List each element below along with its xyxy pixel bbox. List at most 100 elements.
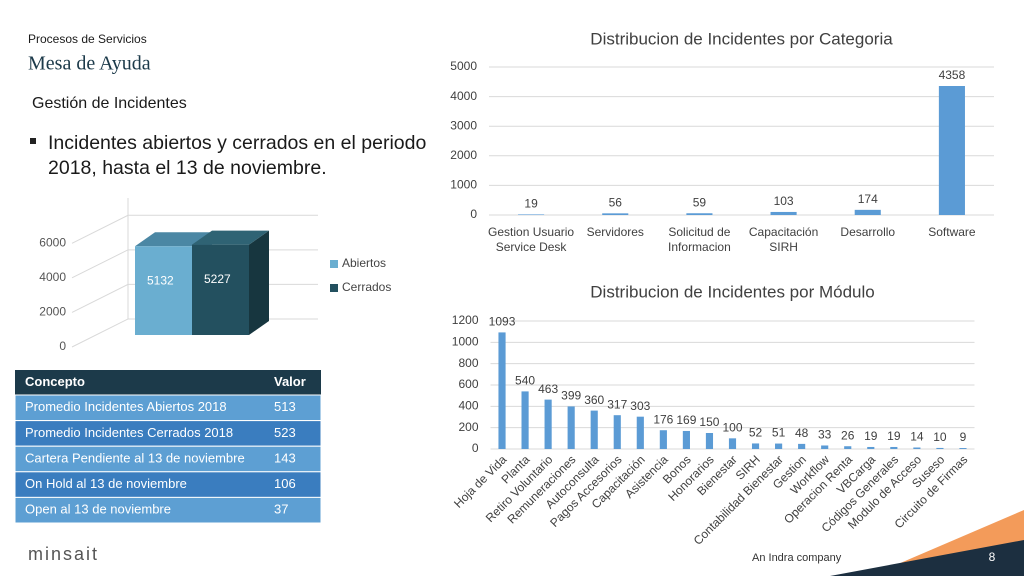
value-label: 169 — [676, 413, 696, 427]
value-label: 19 — [887, 429, 901, 443]
bar — [913, 447, 921, 449]
bar — [775, 443, 783, 449]
table-cell: Open al 13 de noviembre — [25, 502, 171, 517]
y-tick-label: 4000 — [39, 270, 66, 284]
value-label: 9 — [960, 430, 967, 444]
table-cell: On Hold al 13 de noviembre — [25, 476, 187, 491]
value-label: 19 — [524, 197, 538, 211]
y-tick-label: 0 — [472, 441, 479, 455]
bar — [959, 448, 967, 449]
value-label: 103 — [774, 194, 794, 208]
table-row — [14, 420, 322, 447]
y-tick-label: 1000 — [450, 178, 477, 192]
title: Mesa de Ayuda — [28, 53, 151, 75]
bar — [521, 391, 529, 449]
bar — [613, 415, 621, 449]
section-title: Gestión de Incidentes — [32, 95, 187, 112]
bar-side — [249, 230, 269, 335]
y-tick-label: 800 — [458, 356, 478, 370]
x-tick-label: Capacitación SIRH — [748, 225, 819, 254]
bar — [686, 213, 713, 215]
bar — [602, 213, 629, 215]
table-row — [14, 394, 322, 422]
column-header: Valor — [274, 374, 306, 389]
value-label: 176 — [653, 412, 673, 426]
bar — [498, 332, 506, 449]
legend-label: Abiertos — [342, 256, 386, 270]
y-tick-label: 2000 — [39, 305, 66, 319]
y-tick-label: 0 — [470, 207, 477, 221]
table-cell: 523 — [274, 425, 296, 440]
value-label: 56 — [609, 196, 623, 210]
y-tick-label: 5000 — [450, 59, 477, 73]
bar — [798, 443, 806, 449]
y-tick-label: 1000 — [452, 335, 479, 349]
x-tick-label: Solicitud de Informacion — [668, 225, 731, 254]
x-tick-label: Desarrollo — [840, 225, 896, 239]
value-label: 540 — [515, 374, 535, 388]
bar — [936, 447, 944, 449]
bar-top — [192, 230, 269, 245]
value-label: 4358 — [939, 68, 966, 82]
table-cell: 143 — [274, 450, 296, 465]
bar — [682, 430, 690, 449]
value-label: 19 — [864, 429, 878, 443]
value-label: 48 — [795, 426, 809, 440]
value-label: 5227 — [204, 272, 231, 286]
bar — [135, 246, 192, 335]
bar — [938, 86, 965, 215]
value-label: 1093 — [489, 315, 516, 329]
bar-top — [135, 232, 212, 247]
bar — [567, 406, 575, 449]
value-label: 399 — [561, 389, 581, 403]
bar — [770, 211, 797, 215]
bar — [751, 443, 760, 449]
bar — [659, 430, 667, 449]
chart-title: Distribucion de Incidentes por Categoria — [590, 29, 893, 48]
value-label: 317 — [607, 397, 627, 411]
y-tick-label: 200 — [458, 420, 478, 434]
logo: minsait — [28, 544, 99, 564]
table-cell: Promedio Incidentes Abiertos 2018 — [25, 399, 227, 414]
table-cell: 37 — [274, 502, 288, 517]
column-header: Concepto — [25, 374, 85, 389]
bar — [518, 214, 545, 215]
x-tick-label: Gestion Usuario Service Desk — [488, 225, 575, 254]
table-cell: Promedio Incidentes Cerrados 2018 — [25, 425, 233, 440]
bullet-marker — [30, 138, 36, 144]
y-tick-label: 6000 — [39, 235, 66, 249]
value-label: 26 — [841, 428, 855, 442]
legend-label: Cerrados — [342, 280, 391, 294]
y-tick-label: 3000 — [450, 118, 477, 132]
bar — [844, 446, 852, 449]
bar — [590, 410, 598, 449]
bar — [867, 446, 875, 449]
subtitle: Procesos de Servicios — [28, 32, 147, 46]
value-label: 174 — [858, 192, 878, 206]
y-tick-label: 0 — [59, 339, 66, 353]
table-cell: Cartera Pendiente al 13 de noviembre — [25, 450, 245, 465]
bar — [705, 433, 714, 449]
table-cell: 513 — [274, 399, 296, 414]
legend-swatch — [330, 284, 338, 292]
y-tick-label: 4000 — [450, 89, 477, 103]
value-label: 360 — [584, 393, 604, 407]
bar — [192, 244, 249, 335]
chart-title: Distribucion de Incidentes por Módulo — [590, 282, 874, 301]
y-tick-label: 1200 — [452, 313, 479, 327]
table-row — [14, 445, 322, 473]
bar — [854, 209, 881, 215]
bar — [890, 446, 898, 449]
value-label: 100 — [722, 421, 742, 435]
value-label: 59 — [693, 195, 707, 209]
bar — [636, 416, 644, 449]
company: An Indra company — [752, 552, 842, 564]
x-tick-label: Software — [928, 225, 976, 239]
bar — [821, 445, 829, 449]
value-label: 51 — [772, 426, 786, 440]
value-label: 303 — [630, 399, 650, 413]
y-tick-label: 600 — [458, 377, 478, 391]
footer-navy — [830, 540, 1024, 576]
table-cell: 106 — [274, 476, 296, 491]
